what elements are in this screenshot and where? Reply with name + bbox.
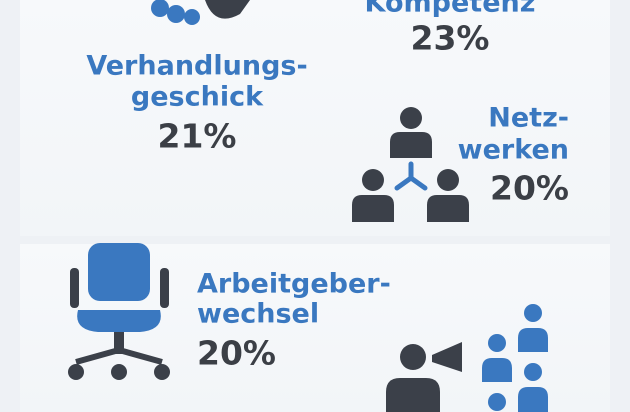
handshake-icon [151, 0, 250, 25]
chair-icon [68, 243, 170, 380]
panel [20, 0, 610, 236]
percentage: 20% [197, 334, 276, 373]
label: wechsel [197, 299, 319, 330]
label: Arbeitgeber- [197, 269, 391, 300]
label: Verhandlungs- [86, 51, 307, 82]
percentage: 23% [411, 19, 490, 58]
audience-icon [482, 304, 548, 412]
label: Kompetenz [365, 0, 536, 19]
percentage: 20% [490, 169, 569, 208]
network-icon [352, 107, 469, 222]
label: werken [458, 135, 569, 166]
label: Netz- [488, 103, 569, 134]
percentage: 21% [158, 117, 237, 156]
label: geschick [131, 82, 264, 113]
speaker-icon [386, 342, 462, 412]
